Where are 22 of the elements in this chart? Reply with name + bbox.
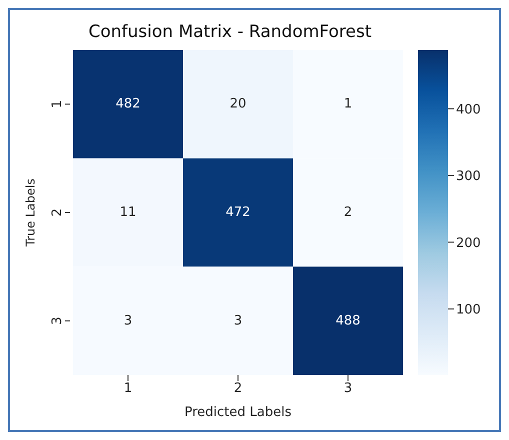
data-label: 2 bbox=[344, 205, 352, 220]
x-tick-label: 3 bbox=[344, 381, 352, 396]
color-bar-label: 100 bbox=[456, 302, 481, 318]
x-tick-label: 1 bbox=[124, 381, 132, 396]
data-label: 482 bbox=[116, 96, 140, 112]
y-tick-label: 1 bbox=[50, 100, 65, 108]
y-tick-label: 2 bbox=[50, 208, 65, 217]
x-axis-title: Predicted Labels bbox=[184, 405, 292, 420]
data-label: 3 bbox=[124, 313, 132, 328]
chart-title: Confusion Matrix - RandomForest bbox=[88, 22, 372, 42]
color-bar-label: 300 bbox=[456, 169, 481, 184]
data-label: 11 bbox=[120, 205, 136, 220]
x-tick-label: 2 bbox=[234, 381, 242, 396]
data-label: 1 bbox=[344, 96, 352, 112]
data-label: 3 bbox=[234, 313, 242, 328]
data-label: 20 bbox=[230, 96, 246, 112]
color-bar-label: 200 bbox=[456, 236, 481, 251]
y-tick-label: 3 bbox=[50, 316, 65, 325]
data-label: 472 bbox=[226, 205, 250, 220]
data-label: 488 bbox=[336, 313, 360, 328]
y-axis-title: True Labels bbox=[23, 178, 38, 248]
color-bar-label: 400 bbox=[456, 102, 481, 118]
